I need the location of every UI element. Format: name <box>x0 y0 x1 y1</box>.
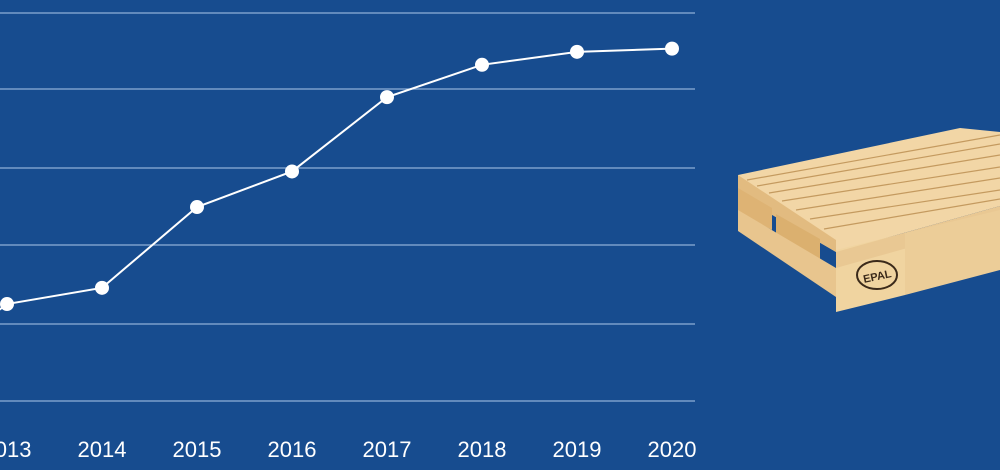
data-point <box>570 44 584 59</box>
x-tick-label: 2016 <box>268 437 317 462</box>
epal-stamp-text: EPAL <box>862 268 893 286</box>
data-point <box>190 200 204 215</box>
x-tick-label: 2019 <box>553 437 602 462</box>
x-tick-label: 2014 <box>78 437 127 462</box>
epal-stamp <box>856 260 898 290</box>
data-point <box>95 280 109 295</box>
series <box>0 41 679 312</box>
x-tick-label: 2017 <box>363 437 412 462</box>
x-tick-label: 2018 <box>458 437 507 462</box>
pallet-top-boards <box>746 134 1000 230</box>
x-tick-label: 2015 <box>173 437 222 462</box>
data-point <box>475 57 489 72</box>
pallet-middle-block <box>776 214 820 262</box>
data-point <box>665 41 679 56</box>
pallet-right-block <box>905 210 1000 295</box>
data-point <box>0 297 14 312</box>
pallet-left-block <box>738 188 772 230</box>
pallet-left-edge <box>738 175 836 252</box>
epal-pallet-image: EPAL <box>738 128 1000 312</box>
data-point <box>285 164 299 179</box>
series-line <box>0 47 673 311</box>
gridlines <box>0 12 695 402</box>
x-tick-label: 2013 <box>0 437 31 462</box>
x-tick-label: 2020 <box>648 437 697 462</box>
x-axis-tick-labels: 2013 2014 2015 2016 2017 2018 2019 2020 <box>0 437 696 462</box>
data-point <box>380 90 394 105</box>
